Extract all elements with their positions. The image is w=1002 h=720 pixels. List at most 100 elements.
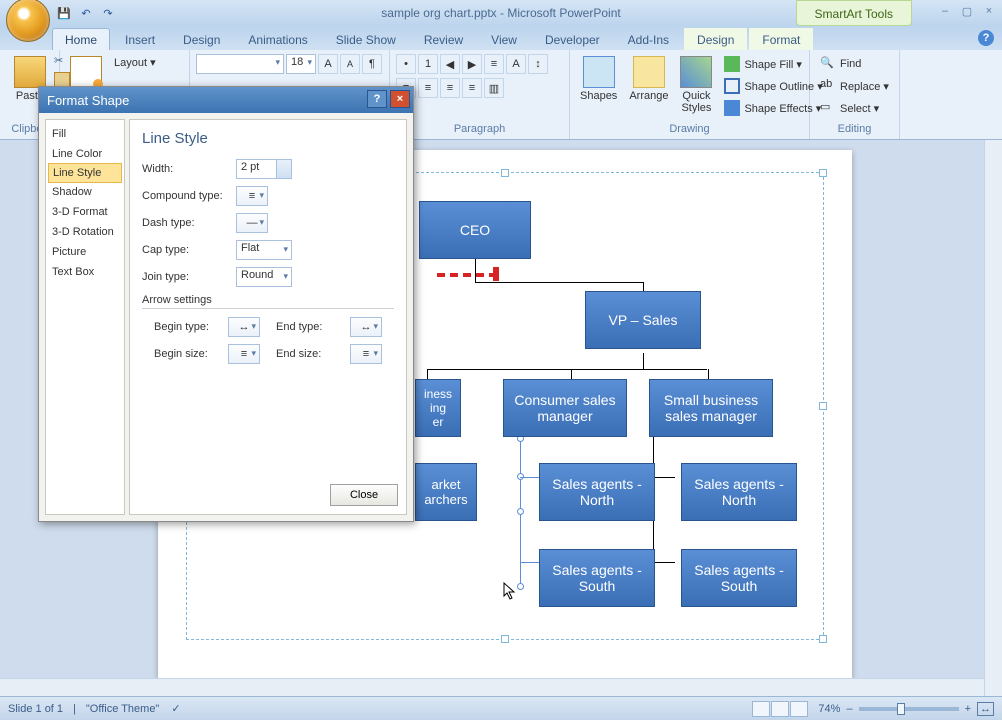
new-slide-button[interactable] [66,54,106,90]
dialog-help-icon[interactable]: ? [367,90,387,108]
nav-text-box[interactable]: Text Box [46,262,124,282]
zoom-out-icon[interactable]: – [846,703,852,715]
cap-dropdown[interactable]: Flat [236,240,292,260]
zoom-in-icon[interactable]: + [965,703,971,715]
select-button[interactable]: ▭Select ▾ [816,98,883,118]
node-ceo[interactable]: CEO [419,201,531,259]
end-size-dropdown[interactable]: ≡ [350,344,382,364]
handle-r[interactable] [819,402,827,410]
shrink-font-icon[interactable]: A [340,54,360,74]
window-title: sample org chart.pptx - Microsoft PowerP… [381,6,620,20]
handle-bottom[interactable] [501,635,509,643]
quickstyles-button[interactable]: Quick Styles [676,54,716,116]
node-south2[interactable]: Sales agents - South [681,549,797,607]
restore-icon[interactable]: ▢ [960,4,974,18]
begin-type-dropdown[interactable]: ↔ [228,317,260,337]
node-north1[interactable]: Sales agents - North [539,463,655,521]
undo-icon[interactable]: ↶ [78,5,94,21]
compound-dropdown[interactable]: ≡ [236,186,268,206]
arrange-button[interactable]: Arrange [625,54,672,104]
replace-button[interactable]: abReplace ▾ [816,76,893,96]
line-spacing-icon[interactable]: ≡ [484,54,504,74]
node-vp[interactable]: VP – Sales [585,291,701,349]
slideshow-view-icon[interactable] [790,701,808,717]
begin-size-dropdown[interactable]: ≡ [228,344,260,364]
nav-3d-rotation[interactable]: 3-D Rotation [46,222,124,242]
find-button[interactable]: 🔍Find [816,54,865,74]
group-drawing: Shapes Arrange Quick Styles Shape Fill ▾… [570,50,810,139]
font-size-dropdown[interactable]: 18 [286,54,316,74]
justify-icon[interactable]: ≡ [462,78,482,98]
align-text-icon[interactable]: ↕ [528,54,548,74]
node-consumer[interactable]: Consumer sales manager [503,379,627,437]
close-button[interactable]: Close [330,484,398,506]
clear-format-icon[interactable]: ¶ [362,54,382,74]
ribbon-tabs: Home Insert Design Animations Slide Show… [0,26,1002,50]
redo-icon[interactable]: ↷ [100,5,116,21]
nav-line-color[interactable]: Line Color [46,144,124,164]
connector [653,562,675,563]
tab-home[interactable]: Home [52,28,110,50]
fit-icon[interactable]: ↔ [977,702,994,716]
tab-design[interactable]: Design [170,28,233,50]
nav-fill[interactable]: Fill [46,124,124,144]
tab-sa-design[interactable]: Design [684,28,747,50]
width-input[interactable]: 2 pt [236,159,292,179]
nav-3d-format[interactable]: 3-D Format [46,202,124,222]
scrollbar-vertical[interactable] [984,140,1002,696]
dialog-close-icon[interactable]: × [390,90,410,108]
sel-handle[interactable] [517,508,524,515]
dash-dropdown[interactable]: — [236,213,268,233]
sorter-view-icon[interactable] [771,701,789,717]
nav-line-style[interactable]: Line Style [48,163,122,183]
tab-slideshow[interactable]: Slide Show [323,28,409,50]
shapes-button[interactable]: Shapes [576,54,621,104]
scrollbar-horizontal[interactable] [0,678,984,696]
align-right-icon[interactable]: ≡ [440,78,460,98]
node-small-biz[interactable]: Small business sales manager [649,379,773,437]
bullets-icon[interactable]: • [396,54,416,74]
numbering-icon[interactable]: 1 [418,54,438,74]
width-label: Width: [142,163,230,175]
tab-addins[interactable]: Add-Ins [615,28,682,50]
sel-handle[interactable] [517,583,524,590]
node-south1[interactable]: Sales agents - South [539,549,655,607]
tab-insert[interactable]: Insert [112,28,168,50]
end-type-dropdown[interactable]: ↔ [350,317,382,337]
align-center-icon[interactable]: ≡ [418,78,438,98]
join-label: Join type: [142,271,230,283]
join-dropdown[interactable]: Round [236,267,292,287]
minimize-icon[interactable]: – [938,4,952,18]
slide-indicator: Slide 1 of 1 [8,703,63,715]
grow-font-icon[interactable]: A [318,54,338,74]
select-icon: ▭ [820,100,836,116]
save-icon[interactable]: 💾 [56,5,72,21]
help-icon[interactable]: ? [978,30,994,46]
tab-animations[interactable]: Animations [235,28,320,50]
close-icon[interactable]: × [982,4,996,18]
nav-picture[interactable]: Picture [46,242,124,262]
tab-view[interactable]: View [478,28,530,50]
zoom-slider[interactable] [859,707,959,711]
nav-shadow[interactable]: Shadow [46,182,124,202]
normal-view-icon[interactable] [752,701,770,717]
connector [643,353,644,369]
node-biz[interactable]: inessinger [415,379,461,437]
tab-review[interactable]: Review [411,28,476,50]
node-market[interactable]: arketarchers [415,463,477,521]
spellcheck-icon[interactable]: ✓ [171,702,180,715]
dialog-titlebar[interactable]: Format Shape ? × [39,87,413,113]
tab-developer[interactable]: Developer [532,28,613,50]
tab-sa-format[interactable]: Format [749,28,813,50]
handle-br[interactable] [819,635,827,643]
increase-indent-icon[interactable]: ▶ [462,54,482,74]
office-button[interactable] [6,0,50,42]
node-north2[interactable]: Sales agents - North [681,463,797,521]
handle-top[interactable] [501,169,509,177]
font-family-dropdown[interactable] [196,54,284,74]
columns-icon[interactable]: ▥ [484,78,504,98]
decrease-indent-icon[interactable]: ◀ [440,54,460,74]
text-direction-icon[interactable]: A [506,54,526,74]
handle-tr[interactable] [819,169,827,177]
layout-button[interactable]: Layout ▾ [110,54,160,71]
